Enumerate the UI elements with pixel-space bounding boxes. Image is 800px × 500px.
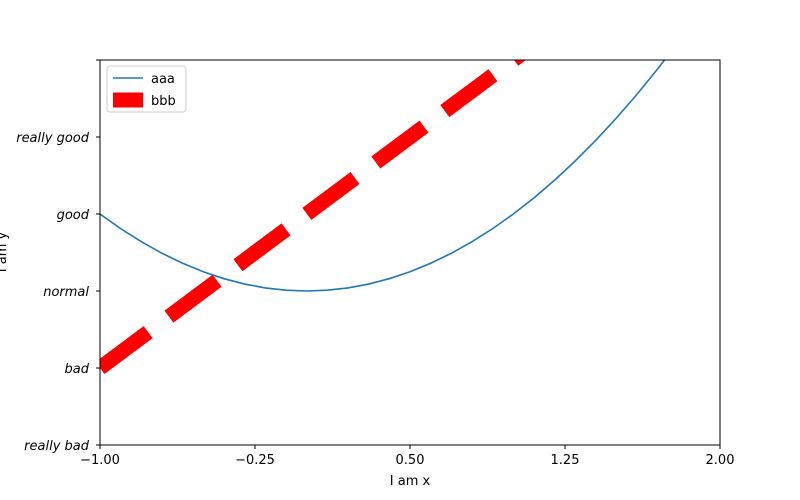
- y-axis-label: I am y: [0, 231, 10, 272]
- plot-frame: [99, 59, 721, 446]
- y-tick-label: normal: [43, 285, 89, 300]
- x-axis-label: I am x: [390, 474, 431, 489]
- y-tick-label: bad: [65, 362, 90, 377]
- y-tick-label: good: [57, 208, 90, 223]
- legend-label-aaa: aaa: [151, 72, 175, 87]
- y-tick-label: really good: [16, 131, 90, 146]
- x-tick-label: −0.25: [235, 453, 275, 468]
- series-line-bbb: [100, 60, 526, 375]
- legend: aaa bbb: [106, 65, 187, 113]
- y-tick-label: really bad: [24, 439, 90, 454]
- series-line-aaa: [100, 60, 666, 292]
- legend-label-bbb: bbb: [151, 94, 176, 109]
- x-tick-label: 2.00: [706, 453, 735, 468]
- x-tick-label: 1.25: [551, 453, 580, 468]
- x-tick-label: 0.50: [396, 453, 425, 468]
- x-tick-label: −1.00: [80, 453, 120, 468]
